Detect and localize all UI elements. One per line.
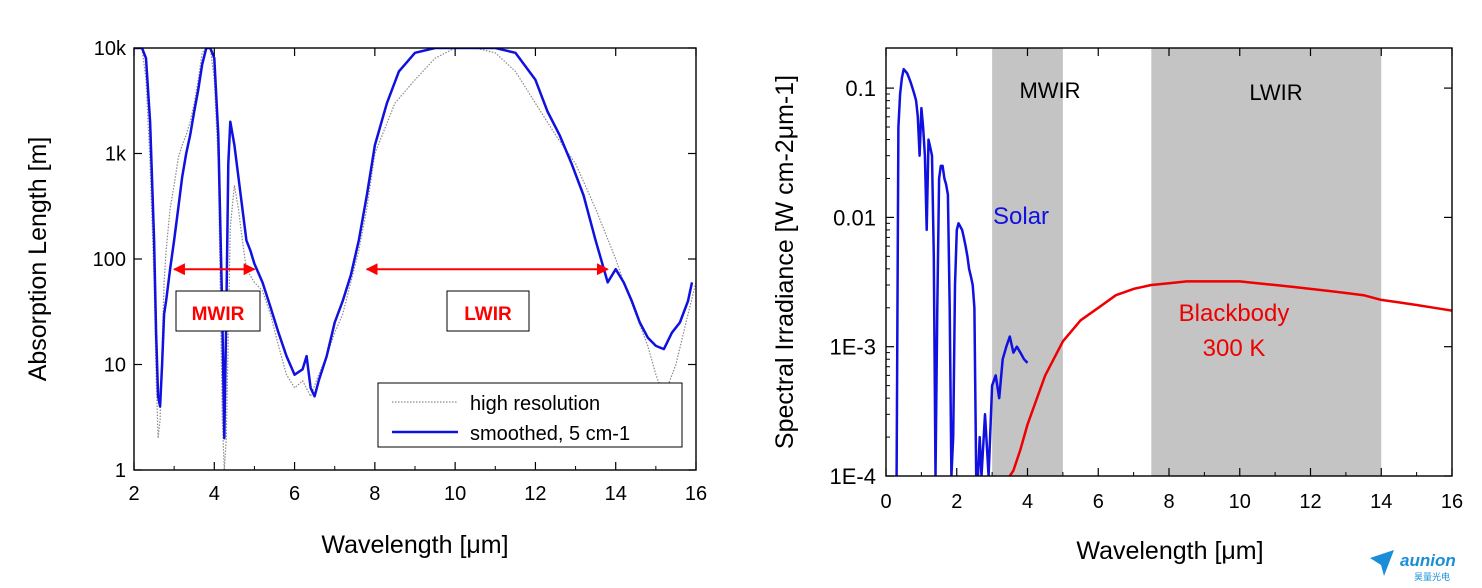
left-x-tick-label: 10 [444, 483, 466, 505]
left-y-tick-label: 1k [105, 144, 127, 166]
solar-annotation: Solar [993, 203, 1049, 230]
mwir-box [175, 290, 261, 332]
left-x-tick-label: 12 [524, 483, 546, 505]
mwir-label: MWIR [192, 304, 245, 325]
band-label-mwir: MWIR [1019, 78, 1080, 103]
left-y-ticks: 1 10 100 1k 10k [93, 38, 696, 482]
solar-line [895, 67, 1029, 476]
left-y-tick-label: 10 [104, 355, 126, 377]
band-annotations: MWIR LWIR [172, 263, 609, 332]
left-x-tick-label: 4 [209, 483, 220, 505]
absorption-length-chart: 2 4 6 8 10 12 14 16 1 10 100 1k 10k Wavelength [μm]… [24, 38, 707, 559]
lwir-box [446, 290, 530, 332]
legend-label-smoothed: smoothed, 5 cm-1 [470, 423, 630, 445]
blackbody-line [1008, 280, 1452, 476]
right-y-tick-label: 0.1 [845, 76, 876, 101]
legend-label-high-resolution: high resolution [470, 393, 600, 415]
right-x-tick-label: 8 [1163, 491, 1174, 513]
right-x-tick-label: 12 [1299, 491, 1321, 513]
left-legend: high resolution smoothed, 5 cm-1 [377, 382, 683, 448]
right-x-tick-label: 10 [1229, 491, 1251, 513]
left-x-axis-label: Wavelength [μm] [321, 531, 508, 559]
series-high-resolution [134, 48, 696, 470]
right-x-tick-label: 16 [1441, 491, 1463, 513]
high-resolution-line [134, 48, 696, 470]
aunion-logo: aunion 昊量光电 [1370, 550, 1456, 582]
shaded-band-mwir [992, 48, 1063, 476]
right-x-tick-label: 2 [951, 491, 962, 513]
spectral-irradiance-chart: 0 2 4 6 8 10 12 14 16 1E-4 1E-3 0.01 0.1 Wavelength… [771, 47, 1463, 565]
right-x-tick-label: 6 [1093, 491, 1104, 513]
left-x-ticks: 2 4 6 8 10 12 14 16 [128, 48, 707, 505]
right-x-ticks: 0 2 4 6 8 10 12 14 16 [880, 48, 1463, 513]
legend-box [377, 382, 683, 448]
left-x-tick-label: 8 [369, 483, 380, 505]
left-y-tick-label: 1 [115, 460, 126, 482]
right-x-tick-label: 0 [880, 491, 891, 513]
right-y-axis-label: Spectral Irradiance [W cm-2μm-1] [771, 75, 799, 449]
left-x-tick-label: 14 [605, 483, 627, 505]
lwir-label: LWIR [464, 304, 512, 325]
paper-plane-icon [1370, 550, 1394, 576]
right-x-tick-label: 14 [1370, 491, 1392, 513]
smoothed-line [134, 48, 694, 440]
blackbody-annotation: Blackbody [1179, 300, 1290, 327]
left-x-tick-label: 2 [128, 483, 139, 505]
series-smoothed [134, 48, 694, 440]
logo-brand: aunion [1400, 551, 1456, 570]
right-y-ticks: 1E-4 1E-3 0.01 0.1 [830, 76, 1452, 489]
band-label-lwir: LWIR [1249, 80, 1302, 105]
left-x-tick-label: 16 [685, 483, 707, 505]
logo-subtitle: 昊量光电 [1414, 571, 1450, 582]
shaded-bands [992, 48, 1382, 476]
blackbody-temp-annotation: 300 K [1203, 335, 1266, 362]
left-y-tick-label: 10k [94, 38, 127, 60]
left-y-axis-label: Absorption Length [m] [24, 137, 52, 382]
right-x-tick-label: 4 [1022, 491, 1033, 513]
left-x-tick-label: 6 [289, 483, 300, 505]
right-x-axis-label: Wavelength [μm] [1076, 537, 1263, 565]
right-y-tick-label: 1E-4 [830, 464, 876, 489]
right-series [895, 67, 1452, 476]
left-y-tick-label: 100 [93, 249, 126, 271]
shaded-band-lwir [1151, 48, 1382, 476]
right-y-tick-label: 0.01 [833, 205, 876, 230]
right-y-tick-label: 1E-3 [830, 335, 876, 360]
